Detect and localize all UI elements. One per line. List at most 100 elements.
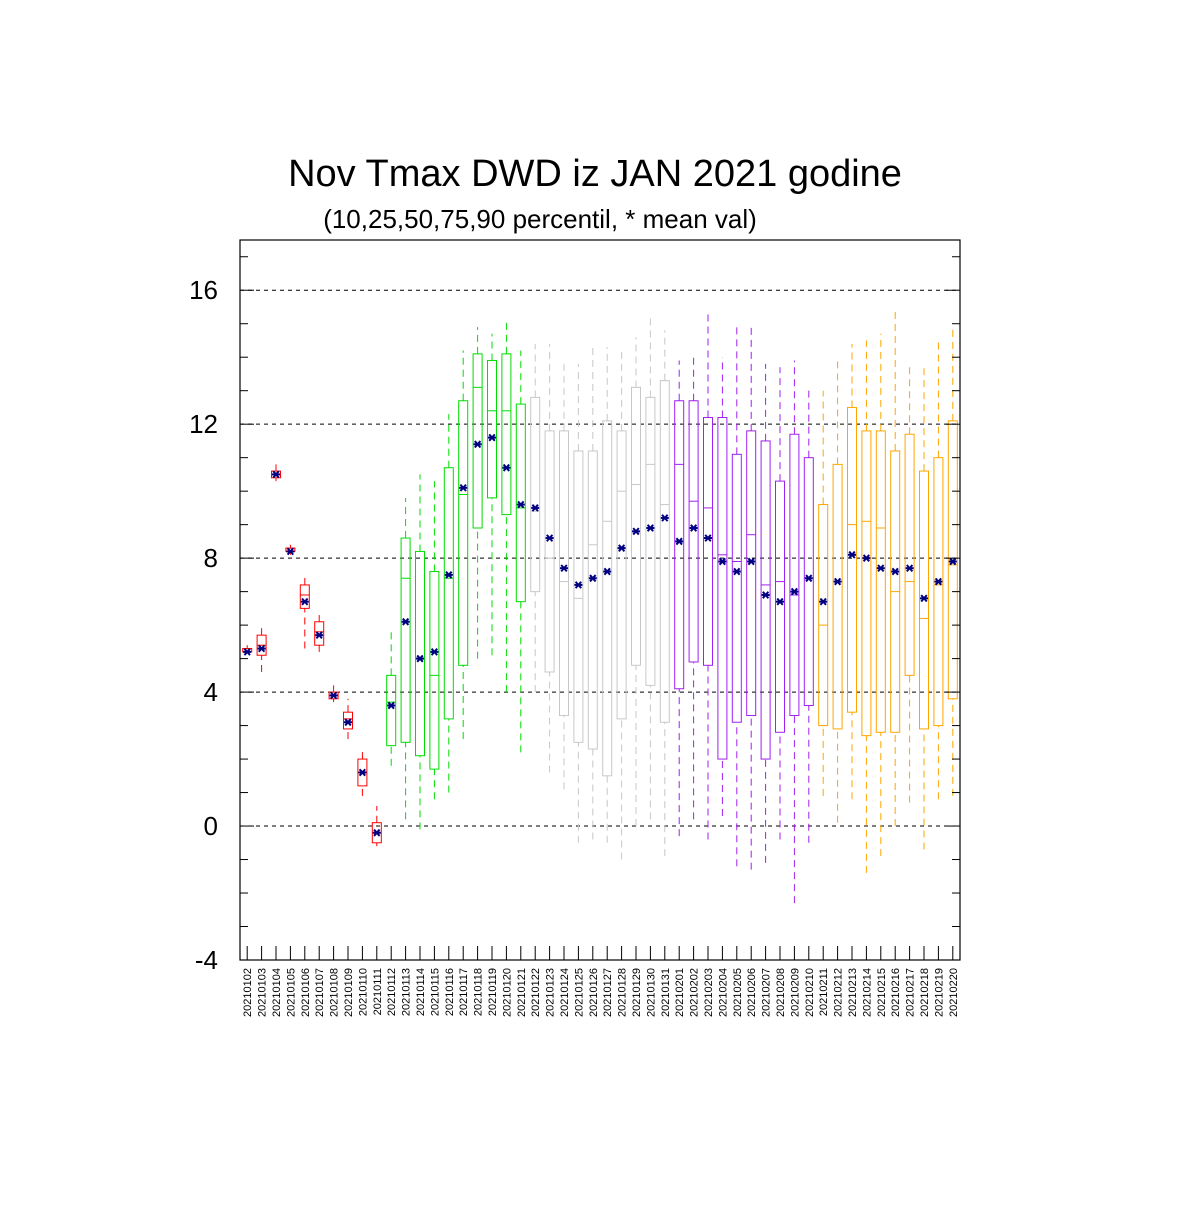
box-iqr	[515, 403, 526, 603]
box-20210219	[933, 340, 944, 800]
y-tick-label: 0	[204, 811, 218, 841]
mean-stroke	[502, 463, 510, 472]
mean-marker-20210215	[876, 564, 885, 573]
y-tick-label: 8	[204, 543, 218, 573]
box-iqr	[299, 584, 310, 609]
mean-marker-20210209	[790, 587, 799, 596]
box-iqr	[659, 380, 670, 723]
box-iqr	[731, 453, 742, 723]
mean-marker-20210127	[603, 567, 612, 576]
mean-stroke	[675, 537, 683, 546]
box-iqr	[688, 400, 699, 663]
mean-marker-20210130	[646, 524, 655, 532]
box-iqr	[587, 450, 598, 750]
box-iqr	[631, 386, 641, 666]
box-iqr	[789, 433, 800, 717]
box-iqr	[530, 396, 541, 593]
x-tick-label: 20210124	[559, 968, 571, 1017]
box-20210109	[343, 698, 353, 739]
x-tick-label: 20210211	[818, 968, 830, 1016]
box-20210207	[760, 363, 771, 863]
box-20210125	[573, 363, 584, 843]
x-tick-label: 20210127	[602, 968, 614, 1017]
mean-marker-20210208	[776, 597, 784, 606]
mean-marker-20210125	[574, 581, 583, 589]
mean-marker-20210110	[358, 768, 367, 777]
mean-marker-20210111	[372, 828, 381, 837]
mean-stroke	[690, 524, 698, 532]
mean-stroke	[286, 547, 294, 556]
box-20210106	[299, 574, 310, 649]
box-20210214	[861, 340, 872, 873]
box-20210130	[645, 317, 656, 820]
box-iqr	[501, 353, 512, 516]
x-tick-label: 20210215	[876, 968, 888, 1017]
mean-stroke	[517, 500, 525, 509]
y-tick-label: 12	[189, 409, 218, 439]
box-iqr	[717, 416, 728, 760]
x-tick-label: 20210128	[617, 968, 629, 1017]
x-tick-label: 20210118	[473, 968, 485, 1016]
x-tick-label: 20210201	[674, 968, 686, 1017]
box-plots	[242, 306, 958, 904]
mean-stroke	[430, 648, 438, 656]
box-20210129	[631, 337, 641, 827]
x-tick-label: 20210103	[257, 968, 269, 1017]
box-iqr	[818, 504, 829, 727]
x-tick-label: 20210205	[732, 968, 744, 1017]
box-iqr	[832, 463, 843, 730]
mean-marker-20210122	[531, 504, 540, 512]
x-tick-label: 20210206	[746, 968, 758, 1017]
y-tick-label: 16	[189, 275, 218, 305]
x-tick-label: 20210111	[372, 968, 384, 1015]
x-tick-label: 20210119	[487, 968, 499, 1016]
box-20210120	[501, 320, 512, 693]
box-20210121	[515, 350, 526, 753]
x-tick-label: 20210202	[689, 968, 701, 1017]
box-20210203	[703, 313, 713, 840]
x-tick-label: 20210214	[861, 968, 873, 1017]
x-tick-label: 20210104	[271, 968, 283, 1017]
x-tick-label: 20210120	[501, 968, 513, 1017]
box-iqr	[674, 400, 685, 690]
box-iqr	[544, 430, 555, 673]
box-20210116	[443, 414, 454, 793]
box-iqr	[947, 420, 958, 700]
mean-marker-20210119	[488, 433, 496, 442]
box-iqr	[904, 433, 915, 676]
mean-marker-20210219	[934, 577, 943, 586]
mean-marker-20210129	[632, 527, 640, 536]
mean-marker-20210103	[257, 644, 266, 653]
mean-stroke	[315, 631, 323, 640]
mean-marker-20210114	[416, 654, 424, 663]
axes	[239, 239, 961, 961]
mean-stroke	[733, 567, 741, 576]
box-iqr	[861, 430, 872, 737]
mean-marker-20210128	[617, 544, 626, 552]
mean-stroke	[790, 587, 798, 596]
x-tick-label: 20210106	[300, 968, 312, 1017]
x-tick-label: 20210116	[444, 968, 456, 1016]
box-20210119	[487, 333, 497, 656]
mean-stroke	[258, 644, 266, 653]
mean-marker-20210214	[862, 554, 871, 562]
mean-stroke	[330, 691, 338, 700]
mean-stroke	[387, 701, 395, 710]
mean-stroke	[762, 591, 770, 599]
x-tick-label: 20210114	[415, 968, 427, 1016]
mean-stroke	[862, 554, 870, 562]
mean-marker-20210112	[387, 701, 396, 710]
mean-marker-20210107	[315, 631, 324, 640]
mean-stroke	[646, 524, 654, 532]
box-iqr	[847, 406, 857, 713]
mean-stroke	[301, 597, 309, 606]
mean-stroke	[589, 574, 597, 583]
mean-marker-20210205	[732, 567, 741, 576]
mean-marker-20210109	[344, 718, 352, 727]
mean-marker-20210118	[473, 440, 482, 449]
box-20210206	[746, 327, 757, 870]
mean-marker-20210212	[833, 577, 842, 586]
mean-marker-20210121	[516, 500, 525, 509]
box-iqr	[487, 360, 497, 499]
x-tick-label: 20210105	[285, 968, 297, 1017]
